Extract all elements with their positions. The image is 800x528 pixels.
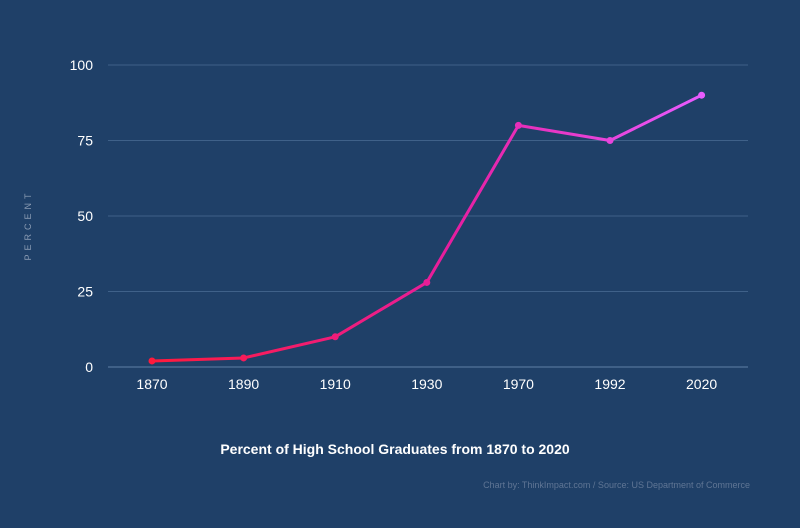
y-tick-label: 50 — [77, 208, 93, 224]
chart-credit: Chart by: ThinkImpact.com / Source: US D… — [483, 480, 750, 490]
data-point-2020 — [698, 91, 706, 99]
x-tick-label: 1870 — [136, 376, 167, 392]
series-line-path — [151, 93, 703, 363]
x-tick-label: 1910 — [320, 376, 351, 392]
x-tick-label: 1930 — [411, 376, 442, 392]
data-point-1970 — [514, 121, 522, 129]
y-tick-label: 75 — [77, 133, 93, 149]
x-axis-tick-labels: 1870 1890 1910 1930 1970 1992 2020 — [136, 376, 717, 392]
data-point-1992 — [606, 137, 614, 144]
data-point-1870 — [148, 357, 156, 365]
data-point-1910 — [331, 333, 339, 341]
y-tick-label: 25 — [77, 284, 93, 300]
y-tick-label: 100 — [70, 57, 94, 73]
x-tick-label: 1890 — [228, 376, 259, 392]
x-tick-label: 1992 — [594, 376, 625, 392]
grid-lines — [108, 64, 748, 368]
series-line — [151, 93, 703, 363]
x-tick-label: 2020 — [686, 376, 717, 392]
y-tick-label: 0 — [85, 359, 93, 375]
data-points — [148, 91, 706, 365]
data-point-1890 — [240, 354, 248, 362]
y-axis-label: PERCENT — [23, 189, 33, 261]
x-tick-label: 1970 — [503, 376, 534, 392]
y-axis-tick-labels: 0 25 50 75 100 — [70, 57, 94, 375]
data-point-1930 — [423, 278, 431, 286]
chart-title: Percent of High School Graduates from 18… — [220, 441, 570, 457]
